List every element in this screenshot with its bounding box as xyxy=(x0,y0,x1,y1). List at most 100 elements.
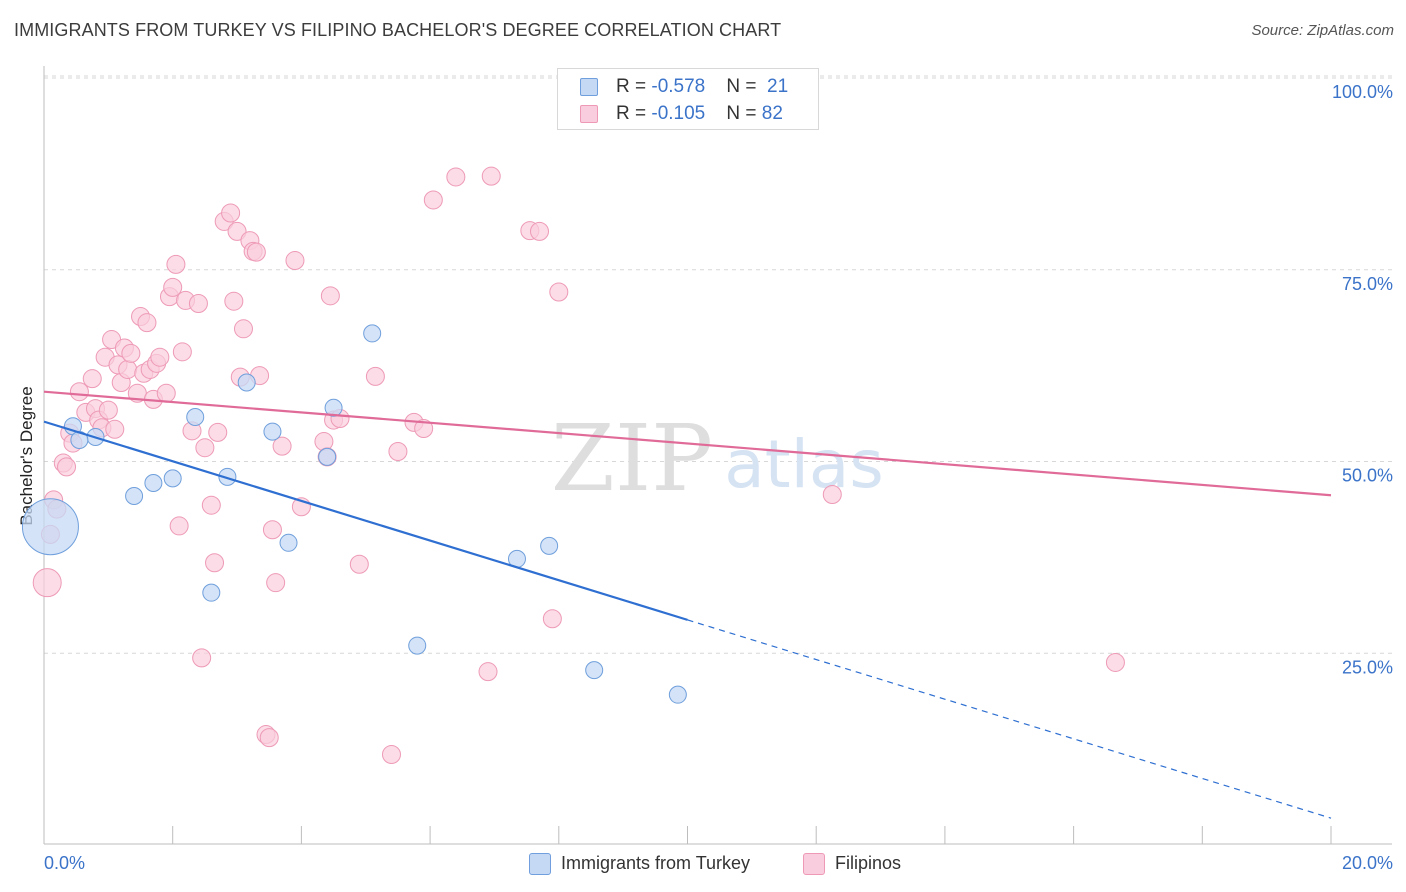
filipino-point xyxy=(388,442,408,462)
filipino-point xyxy=(542,609,562,629)
turkey-n-label: N = xyxy=(726,76,762,97)
turkey-point xyxy=(144,473,163,492)
filipino-point xyxy=(285,251,305,271)
filipino-legend-label: Filipinos xyxy=(835,853,902,873)
filipino-point xyxy=(349,554,369,574)
y-tick-label: 50.0% xyxy=(1342,466,1393,486)
y-tick-label: 75.0% xyxy=(1342,274,1393,294)
filipino-point xyxy=(259,728,279,748)
filipino-point xyxy=(208,422,228,442)
filipino-point xyxy=(205,553,225,573)
filipino-point xyxy=(121,343,141,363)
chart-title: IMMIGRANTS FROM TURKEY VS FILIPINO BACHE… xyxy=(14,20,782,40)
x-tick-label: 0.0% xyxy=(44,853,85,873)
filipino-point xyxy=(246,242,266,262)
y-tick-label: 100.0% xyxy=(1332,82,1393,102)
turkey-trend-line xyxy=(43,420,688,621)
trend-lines xyxy=(43,390,1332,819)
series-legend: Immigrants from Turkey Filipinos xyxy=(0,852,1406,878)
turkey-point xyxy=(363,324,382,343)
turkey-point xyxy=(202,583,221,602)
filipino-point xyxy=(188,293,208,313)
filipino-point xyxy=(446,167,466,187)
turkey-point xyxy=(218,467,237,486)
filipino-point xyxy=(156,383,176,403)
turkey-point xyxy=(540,536,559,555)
filipino-point xyxy=(172,342,192,362)
watermark-zip: ZIP xyxy=(551,405,713,512)
turkey-point xyxy=(279,533,298,552)
filipino-point xyxy=(233,319,253,339)
filipino-point xyxy=(414,419,434,439)
turkey-point xyxy=(668,685,687,704)
turkey-trend-extension xyxy=(687,619,1332,819)
turkey-swatch xyxy=(580,78,598,96)
filipino-point xyxy=(201,495,221,515)
filipino-point xyxy=(224,291,244,311)
filipino-point xyxy=(82,369,102,389)
turkey-point xyxy=(318,447,337,466)
filipino-point xyxy=(227,221,247,241)
filipino-point xyxy=(272,436,292,456)
filipino-point xyxy=(320,286,340,306)
filipino-point xyxy=(32,568,62,598)
y-tick-label: 25.0% xyxy=(1342,657,1393,677)
filipino-point xyxy=(137,313,157,333)
filipino-swatch xyxy=(580,105,598,123)
filipino-n-label: N = xyxy=(726,103,762,124)
watermark-atlas: atlas xyxy=(724,426,884,503)
filipino-point xyxy=(365,366,385,386)
filipino-point xyxy=(221,203,241,223)
filipino-point xyxy=(529,221,549,241)
tick-labels: 25.0% 50.0% 75.0% 100.0% 0.0% 20.0% xyxy=(44,82,1393,873)
turkey-r-value: -0.578 xyxy=(651,76,706,97)
turkey-r-label: R = xyxy=(616,76,652,97)
turkey-n-value: 21 xyxy=(767,76,789,97)
x-tick-label: 20.0% xyxy=(1342,853,1393,873)
turkey-point xyxy=(324,398,343,417)
turkey-legend-swatch xyxy=(529,853,551,875)
filipino-point xyxy=(166,254,186,274)
filipino-point xyxy=(262,520,282,540)
filipino-point xyxy=(57,457,77,477)
filipino-point xyxy=(266,573,286,593)
source-label: Source: ZipAtlas.com xyxy=(1251,22,1394,39)
filipino-point xyxy=(169,516,189,536)
filipino-point xyxy=(163,277,183,297)
watermark: ZIP atlas xyxy=(551,405,884,512)
turkey-point xyxy=(186,408,205,427)
filipino-point xyxy=(118,359,138,379)
filipino-point xyxy=(150,347,170,367)
filipino-point xyxy=(481,166,501,186)
filipino-legend-swatch xyxy=(803,853,825,875)
turkey-point xyxy=(21,498,79,556)
axis-layer xyxy=(43,66,1392,845)
turkey-point xyxy=(263,422,282,441)
turkey-point xyxy=(237,373,256,392)
filipino-r-value: -0.105 xyxy=(651,103,706,124)
turkey-points xyxy=(21,324,687,704)
stats-legend: R = -0.578 N = 21 R = -0.105 N = 82 xyxy=(557,68,819,130)
filipino-point xyxy=(195,438,215,458)
filipino-point xyxy=(478,662,498,682)
grid-layer xyxy=(44,75,1392,654)
filipino-point xyxy=(1105,652,1125,672)
turkey-legend-label: Immigrants from Turkey xyxy=(561,853,751,873)
turkey-point xyxy=(125,487,144,506)
filipino-point xyxy=(549,282,569,302)
filipino-point xyxy=(381,744,401,764)
filipino-point xyxy=(98,400,118,420)
filipino-point xyxy=(423,190,443,210)
turkey-point xyxy=(585,661,604,680)
filipino-point xyxy=(314,432,334,452)
filipino-point xyxy=(69,382,89,402)
filipino-point xyxy=(192,648,212,668)
turkey-point xyxy=(408,636,427,655)
filipino-n-value: 82 xyxy=(761,103,783,124)
filipino-point xyxy=(822,484,842,504)
filipino-point xyxy=(105,419,125,439)
turkey-point xyxy=(163,469,182,488)
filipino-trend-line xyxy=(43,390,1332,497)
filipino-r-label: R = xyxy=(616,103,652,124)
